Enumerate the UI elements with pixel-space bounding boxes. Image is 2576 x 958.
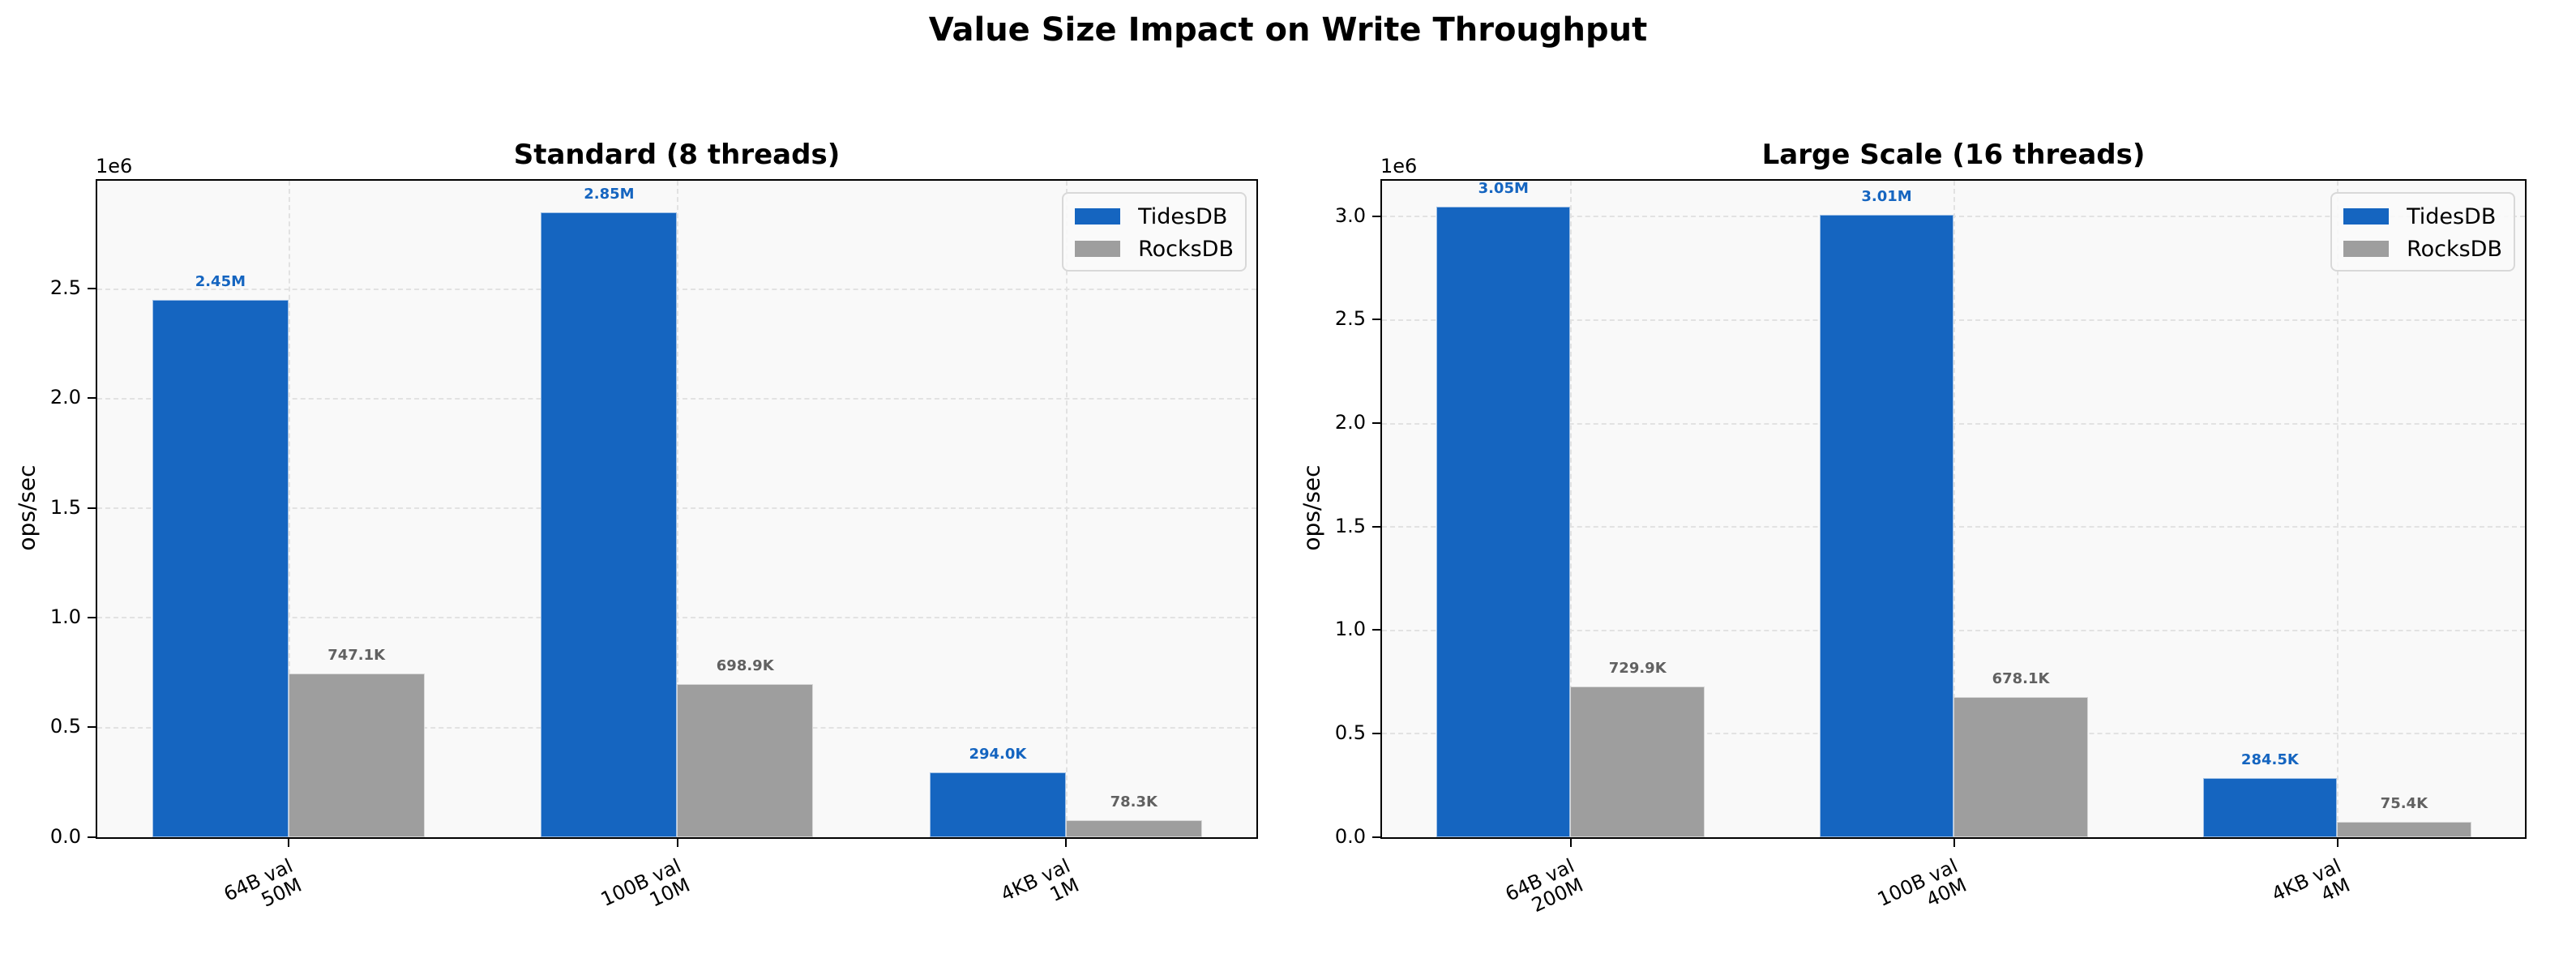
- x-tick-label: 4KB val 1M: [997, 854, 1083, 907]
- y-tick-label: 0.5: [1334, 721, 1366, 744]
- legend-label: TidesDB: [2407, 203, 2497, 229]
- x-tick-label: 4KB val 4M: [2268, 854, 2354, 907]
- gridline-vertical: [288, 181, 290, 837]
- chart-title: Standard (8 threads): [513, 139, 841, 171]
- bar-value-label: 78.3K: [1110, 793, 1157, 810]
- y-tick-label: 3.0: [1334, 203, 1366, 227]
- legend-swatch-icon: [2343, 241, 2390, 257]
- bar-rocksdb-0: [1570, 686, 1705, 837]
- legend: TidesDB RocksDB: [2330, 192, 2515, 272]
- bar-rocksdb-2: [2337, 821, 2471, 837]
- y-tick-label: 1.0: [1334, 618, 1366, 641]
- bar-tidesdb-1: [1819, 214, 1954, 837]
- bar-tidesdb-2: [2202, 778, 2338, 837]
- bar-tidesdb-2: [930, 772, 1066, 837]
- bar-value-label: 284.5K: [2240, 751, 2299, 769]
- y-tick: [88, 726, 96, 729]
- x-tick-label: 100B val 40M: [1874, 854, 1971, 912]
- y-tick-label: 2.5: [49, 276, 81, 300]
- bar-value-label: 75.4K: [2380, 794, 2428, 812]
- legend-item-tidesdb: TidesDB: [1075, 200, 1234, 233]
- legend-swatch-icon: [2343, 208, 2390, 225]
- bar-rocksdb-0: [288, 673, 425, 837]
- y-tick: [88, 836, 96, 838]
- plot-area: 2.45M 747.1K 2.85M 698.9K 294.0K 78.3K TidesDB…: [96, 179, 1258, 839]
- y-offset-label: 1e6: [96, 155, 133, 177]
- figure-title: Value Size Impact on Write Throughput: [928, 11, 1648, 49]
- gridline-vertical: [1570, 181, 1573, 837]
- y-offset-label: 1e6: [1380, 155, 1418, 177]
- y-tick: [1372, 525, 1380, 528]
- y-tick-label: 2.5: [1334, 307, 1366, 331]
- x-tick-label: 100B val 10M: [597, 854, 694, 912]
- y-tick-label: 2.0: [1334, 411, 1366, 434]
- legend: TidesDB RocksDB: [1062, 192, 1247, 272]
- bar-rocksdb-1: [1953, 696, 2088, 837]
- y-tick-label: 2.0: [49, 386, 81, 409]
- x-tick-label: 64B val 50M: [220, 854, 306, 912]
- y-tick: [1372, 732, 1380, 734]
- plot-area: 3.05M 729.9K 3.01M 678.1K 284.5K 75.4K TidesDB…: [1380, 179, 2527, 839]
- y-tick-label: 0.0: [49, 824, 81, 848]
- legend-swatch-icon: [1075, 208, 1121, 225]
- bar-tidesdb-0: [152, 300, 289, 837]
- y-tick: [1372, 836, 1380, 838]
- bar-value-label: 698.9K: [716, 656, 774, 674]
- gridline-vertical: [1065, 181, 1068, 837]
- bar-value-label: 294.0K: [969, 746, 1027, 763]
- legend-item-rocksdb: RocksDB: [1075, 233, 1234, 265]
- y-tick: [88, 288, 96, 290]
- gridline-vertical: [2337, 181, 2339, 837]
- y-tick-label: 0.5: [49, 715, 81, 738]
- y-tick: [1372, 319, 1380, 321]
- x-tick: [2336, 839, 2339, 847]
- y-tick: [1372, 215, 1380, 217]
- bar-tidesdb-1: [541, 212, 678, 837]
- legend-label: RocksDB: [2407, 236, 2502, 262]
- legend-swatch-icon: [1075, 241, 1121, 257]
- y-tick-label: 0.0: [1334, 824, 1366, 848]
- y-tick: [1372, 629, 1380, 631]
- bar-value-label: 3.05M: [1478, 179, 1529, 197]
- x-tick: [288, 839, 290, 847]
- bar-value-label: 729.9K: [1608, 659, 1667, 677]
- gridline-vertical: [1953, 181, 1956, 837]
- x-tick: [1569, 839, 1572, 847]
- bar-tidesdb-0: [1436, 206, 1571, 837]
- y-tick: [88, 507, 96, 509]
- x-tick: [1953, 839, 1955, 847]
- x-tick: [1065, 839, 1068, 847]
- chart-title: Large Scale (16 threads): [1761, 139, 2146, 171]
- bar-value-label: 747.1K: [327, 646, 386, 664]
- gridline-vertical: [677, 181, 679, 837]
- bar-value-label: 678.1K: [1992, 669, 2050, 687]
- y-tick-label: 1.0: [49, 605, 81, 628]
- x-tick-label: 64B val 200M: [1502, 854, 1587, 917]
- legend-item-rocksdb: RocksDB: [2343, 233, 2502, 265]
- bar-rocksdb-2: [1065, 819, 1202, 837]
- bar-value-label: 2.85M: [584, 185, 635, 203]
- legend-label: RocksDB: [1138, 236, 1234, 262]
- bar-value-label: 3.01M: [1861, 187, 1912, 205]
- legend-item-tidesdb: TidesDB: [2343, 200, 2502, 233]
- y-tick: [88, 616, 96, 618]
- bar-rocksdb-1: [677, 683, 814, 837]
- y-axis-label: ops/sec: [1298, 464, 1325, 551]
- y-tick-label: 1.5: [49, 495, 81, 519]
- bar-value-label: 2.45M: [195, 273, 246, 291]
- y-tick: [88, 397, 96, 400]
- x-tick: [676, 839, 678, 847]
- y-tick-label: 1.5: [1334, 514, 1366, 537]
- legend-label: TidesDB: [1138, 203, 1228, 229]
- y-tick: [1372, 422, 1380, 425]
